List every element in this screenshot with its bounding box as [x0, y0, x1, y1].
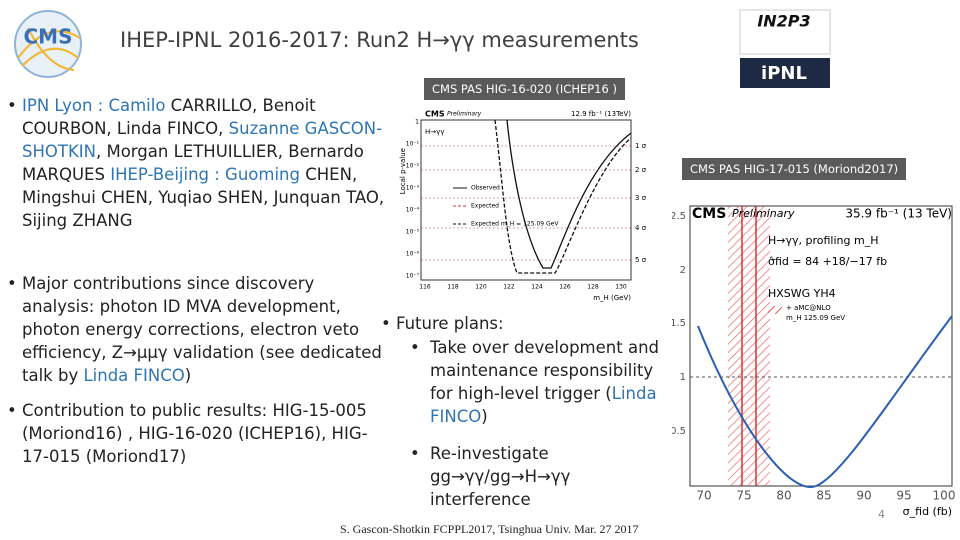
- institute-logos: IN2P3 iPNL: [739, 9, 831, 88]
- text-run: IHEP-Beijing : Guoming: [110, 165, 300, 184]
- bullet-text: IPN Lyon : Camilo CARRILLO, Benoit COURB…: [22, 96, 384, 230]
- plot-label: CMS: [692, 206, 726, 222]
- cms-logo-text: CMS: [24, 25, 73, 49]
- legend-entry: + aMC@NLO: [786, 304, 831, 312]
- slide-title: IHEP-IPNL 2016-2017: Run2 H→γγ measureme…: [120, 28, 639, 52]
- x-tick-label: 118: [447, 284, 459, 291]
- bullet-dot: •: [7, 401, 17, 420]
- sigma-label: 1 σ: [635, 142, 647, 150]
- text-run: CARRILLO, Benoit COURBON, Linda FINCO,: [22, 96, 316, 138]
- bullet-text: Major contributions since discovery anal…: [22, 274, 382, 385]
- sub-bullet: • Re-investigate gg→γγ/gg→H→γγ interferen…: [410, 442, 600, 511]
- text-run: Take over development and maintenance re…: [430, 338, 659, 403]
- legend-entry: Observed: [471, 185, 500, 192]
- cms-logo: CMS: [14, 10, 82, 78]
- legend-entry: Expected m_H = 125.09 GeV: [471, 221, 559, 228]
- sigma-label: 4 σ: [635, 224, 647, 232]
- y-tick-label: 10⁻⁶: [406, 251, 420, 258]
- bullet-text: Future plans:: [396, 314, 504, 333]
- page-number: 4: [878, 508, 885, 521]
- plot-lumi: 35.9 fb⁻¹ (13 TeV): [845, 207, 952, 221]
- x-tick-label: 126: [559, 284, 571, 291]
- x-tick-label: 85: [816, 489, 831, 503]
- text-run: Suzanne GASCON-SHOTKIN: [22, 119, 383, 161]
- text-run: Major contributions since discovery anal…: [22, 274, 382, 385]
- y-tick-label: 10⁻²: [406, 163, 420, 170]
- y-axis-label: Local p-value: [399, 148, 407, 194]
- x-tick-label: 90: [856, 489, 871, 503]
- text-run: ): [481, 407, 488, 426]
- x-tick-label: 116: [419, 284, 431, 291]
- text-run: IPN Lyon : Camilo: [22, 96, 166, 115]
- theory-label: HXSWG YH4: [768, 287, 836, 300]
- ipnl-logo: iPNL: [761, 63, 807, 84]
- y-tick-label: 1: [680, 372, 686, 383]
- bullet-dot: •: [410, 444, 420, 463]
- y-tick-label: 1: [415, 119, 419, 126]
- sigma-label: 2 σ: [635, 166, 647, 174]
- sub-bullet: • Take over development and maintenance r…: [410, 336, 680, 428]
- plot-sublabel: Preliminary: [447, 111, 482, 118]
- text-run: Contribution to public results: HIG-15-0…: [22, 401, 368, 466]
- badge: CMS PAS HIG-16-020 (ICHEP16 ): [424, 78, 625, 100]
- x-tick-label: 80: [776, 489, 791, 503]
- bullet-dot: •: [410, 338, 420, 357]
- x-axis-label: σ_fid (fb): [903, 505, 952, 518]
- legend-entry: m_H 125.09 GeV: [786, 314, 845, 322]
- text-run: ): [184, 366, 192, 385]
- fit-result: σ̂fid = 84 +18/−17 fb: [768, 255, 887, 268]
- bullet: • Major contributions since discovery ana…: [7, 272, 384, 387]
- plot-lumi: 12.9 fb⁻¹ (13TeV): [571, 110, 631, 118]
- bullet-dot: •: [7, 274, 17, 293]
- badge: CMS PAS HIG-17-015 (Moriond2017): [682, 158, 907, 180]
- text-run: CHEN, Mingshui CHEN, Yuqiao SHEN, Junqua…: [22, 165, 385, 230]
- sigma-label: 5 σ: [635, 256, 647, 264]
- text-run: Linda FINCO: [430, 384, 657, 426]
- legend-entry: Expected: [471, 203, 499, 210]
- y-tick-label: 2.5: [672, 211, 686, 222]
- x-tick-label: 124: [531, 284, 543, 291]
- sigma-label: 3 σ: [635, 194, 647, 202]
- bullet: • IPN Lyon : Camilo CARRILLO, Benoit COUR…: [7, 94, 387, 232]
- text-run: Linda FINCO: [83, 366, 185, 385]
- footer-credit: S. Gascon-Shotkin FCPPL2017, Tsinghua Un…: [340, 522, 639, 536]
- y-tick-label: 10⁻³: [406, 185, 420, 192]
- in2p3-logo: IN2P3: [757, 12, 810, 31]
- bullet-text: Re-investigate gg→γγ/gg→H→γγ interferenc…: [430, 444, 570, 509]
- x-tick-label: 100: [933, 489, 956, 503]
- y-tick-label: 1.5: [672, 318, 686, 329]
- cross-section-plot: CMS Preliminary 35.9 fb⁻¹ (13 TeV) H→γγ, pr…: [672, 196, 958, 520]
- x-tick-label: 120: [475, 284, 487, 291]
- x-tick-label: 130: [615, 284, 627, 291]
- plot-process: H→γγ: [425, 128, 444, 136]
- bullet: • Contribution to public results: HIG-15-…: [7, 399, 372, 468]
- p-value-plot: CMS Preliminary 12.9 fb⁻¹ (13TeV) Local p-v…: [395, 108, 680, 308]
- bullet: • Future plans:: [381, 312, 676, 335]
- plot-label: CMS: [425, 110, 445, 119]
- y-tick-label: 10⁻⁴: [406, 207, 420, 214]
- x-axis-label: m_H (GeV): [593, 294, 631, 302]
- text-run: Re-investigate gg→γγ/gg→H→γγ interferenc…: [430, 444, 571, 509]
- x-tick-label: 70: [696, 489, 711, 503]
- bullet-text: Take over development and maintenance re…: [430, 338, 659, 426]
- bullet-dot: •: [381, 314, 391, 333]
- x-tick-label: 122: [503, 284, 515, 291]
- y-tick-label: 10⁻¹: [406, 141, 420, 148]
- y-tick-label: 10⁻⁵: [406, 229, 420, 236]
- bullet-text: Contribution to public results: HIG-15-0…: [22, 401, 368, 466]
- y-tick-label: 0.5: [672, 426, 686, 437]
- x-tick-label: 128: [587, 284, 599, 291]
- plot-sublabel: Preliminary: [732, 207, 795, 220]
- x-tick-label: 75: [736, 489, 751, 503]
- x-tick-label: 95: [896, 489, 911, 503]
- y-tick-label: 2: [680, 265, 686, 276]
- y-tick-label: 10⁻⁷: [406, 273, 420, 280]
- bullet-dot: •: [7, 96, 17, 115]
- plot-process: H→γγ, profiling m_H: [768, 234, 878, 247]
- text-run: , Morgan LETHUILLIER, Bernardo MARQUES: [22, 142, 364, 184]
